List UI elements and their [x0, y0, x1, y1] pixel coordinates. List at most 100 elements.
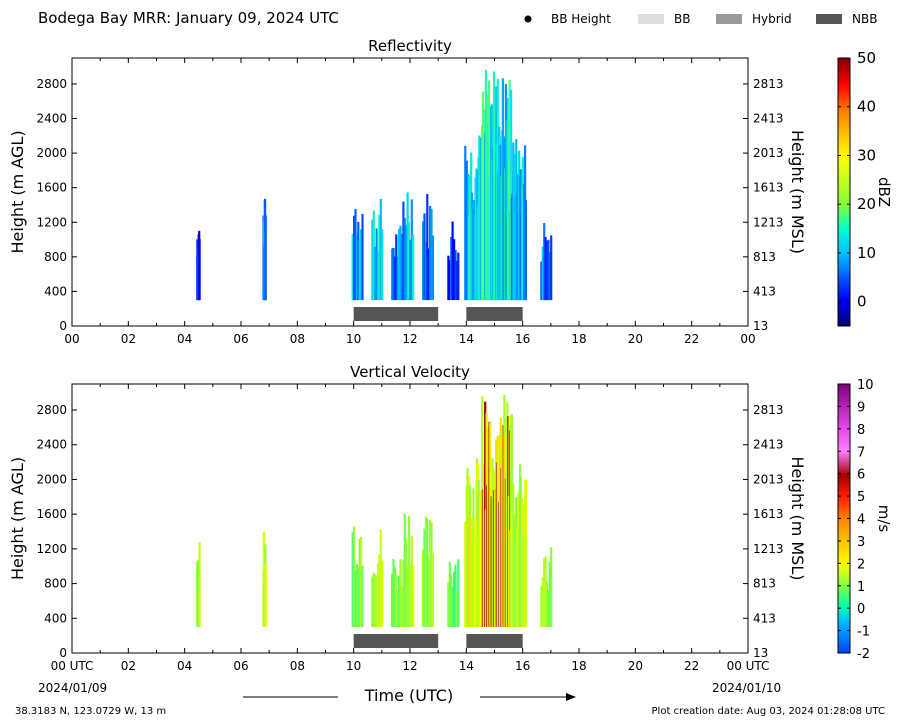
colorbar-tick-label: 0 — [857, 293, 867, 311]
x-tick-label: 00 — [740, 332, 755, 346]
x-tick-label: 00 UTC — [51, 659, 94, 673]
x-tick-label: 22 — [684, 659, 699, 673]
data-column — [358, 239, 361, 301]
data-column — [451, 586, 454, 627]
y-tick-label: 0 — [59, 646, 67, 660]
legend-label: BB — [674, 12, 690, 26]
data-column — [374, 574, 377, 627]
data-column — [431, 235, 434, 300]
legend-label: NBB — [852, 12, 877, 26]
data-column — [357, 568, 360, 627]
date-start-label: 2024/01/09 — [38, 681, 107, 695]
data-column — [354, 571, 357, 627]
colorbar-label: m/s — [875, 505, 893, 533]
data-column — [403, 217, 406, 300]
precip-columns — [196, 69, 553, 301]
data-column — [378, 554, 381, 627]
data-column — [450, 573, 453, 627]
x-tick-label: 20 — [628, 332, 643, 346]
data-column — [407, 221, 411, 300]
y-tick-label-right: 1613 — [753, 181, 784, 195]
data-column — [547, 589, 550, 627]
y-tick-label-right: 2013 — [753, 472, 784, 486]
data-column — [353, 215, 356, 301]
colorbar-tick-label: 6 — [857, 468, 865, 483]
y-tick-label-right: 13 — [753, 646, 768, 660]
data-column — [457, 559, 460, 627]
y-tick-label: 800 — [44, 577, 67, 591]
date-end-label: 2024/01/10 — [712, 681, 781, 695]
data-column — [378, 214, 381, 300]
data-column — [381, 229, 384, 301]
data-column — [550, 235, 553, 301]
data-column — [427, 557, 430, 627]
x-axis-label: Time (UTC) — [364, 686, 453, 705]
data-column — [426, 518, 429, 627]
y-tick-label: 400 — [44, 611, 67, 625]
y-tick-label-right: 2813 — [753, 403, 784, 417]
colorbar-tick-label: -2 — [857, 647, 870, 662]
data-column — [412, 234, 415, 301]
colorbar-tick-label: 8 — [857, 423, 865, 438]
y-tick-label: 800 — [44, 250, 67, 264]
data-column — [374, 246, 377, 300]
y-tick-label: 2400 — [36, 112, 67, 126]
y-tick-label-right: 413 — [753, 284, 776, 298]
data-column — [454, 250, 457, 300]
data-column — [399, 225, 402, 301]
colorbar-tick-label: 50 — [857, 49, 876, 67]
data-column — [422, 221, 425, 300]
nbb-bar — [466, 634, 523, 648]
data-column — [544, 236, 547, 301]
data-column — [379, 198, 382, 300]
data-column — [541, 577, 544, 627]
data-column — [353, 526, 356, 627]
data-column — [431, 552, 434, 627]
data-column — [395, 234, 398, 301]
data-column — [424, 516, 427, 627]
colorbar-tick-label: 10 — [857, 244, 876, 262]
y-tick-label: 2000 — [36, 146, 67, 160]
data-column — [264, 563, 267, 627]
legend-swatch — [816, 14, 842, 24]
data-column — [371, 576, 374, 627]
data-column — [550, 547, 553, 627]
data-column — [540, 261, 543, 301]
x-tick-label: 14 — [459, 332, 474, 346]
data-column — [395, 574, 398, 627]
data-column — [544, 556, 547, 627]
data-column — [410, 535, 413, 627]
data-column — [412, 565, 415, 627]
data-column — [360, 229, 363, 301]
x-tick-label: 08 — [290, 659, 305, 673]
y-axis-label-right: Height (m MSL) — [788, 130, 807, 254]
data-column — [391, 248, 394, 301]
data-column — [396, 590, 399, 627]
data-column — [402, 559, 405, 627]
data-column — [403, 513, 406, 627]
data-column — [355, 563, 358, 627]
data-column — [406, 192, 409, 301]
data-column — [424, 242, 427, 300]
x-tick-label: 18 — [571, 332, 586, 346]
data-column — [393, 566, 396, 627]
y-tick-label-right: 1613 — [753, 507, 784, 521]
precip-columns — [196, 395, 553, 627]
data-column — [406, 567, 409, 627]
data-column — [447, 582, 450, 627]
data-column — [391, 573, 394, 627]
x-tick-label: 04 — [177, 659, 192, 673]
data-column — [479, 137, 482, 301]
legend-label: BB Height — [551, 12, 611, 26]
legend-swatch — [716, 14, 742, 24]
data-column — [354, 209, 357, 301]
data-column — [361, 214, 364, 300]
data-column — [264, 215, 267, 301]
colorbar-tick-label: 1 — [857, 580, 865, 595]
data-column — [430, 522, 433, 627]
data-column — [400, 234, 403, 301]
y-tick-label: 1600 — [36, 181, 67, 195]
data-column — [393, 256, 396, 300]
colorbar-tick-label: 20 — [857, 195, 876, 213]
